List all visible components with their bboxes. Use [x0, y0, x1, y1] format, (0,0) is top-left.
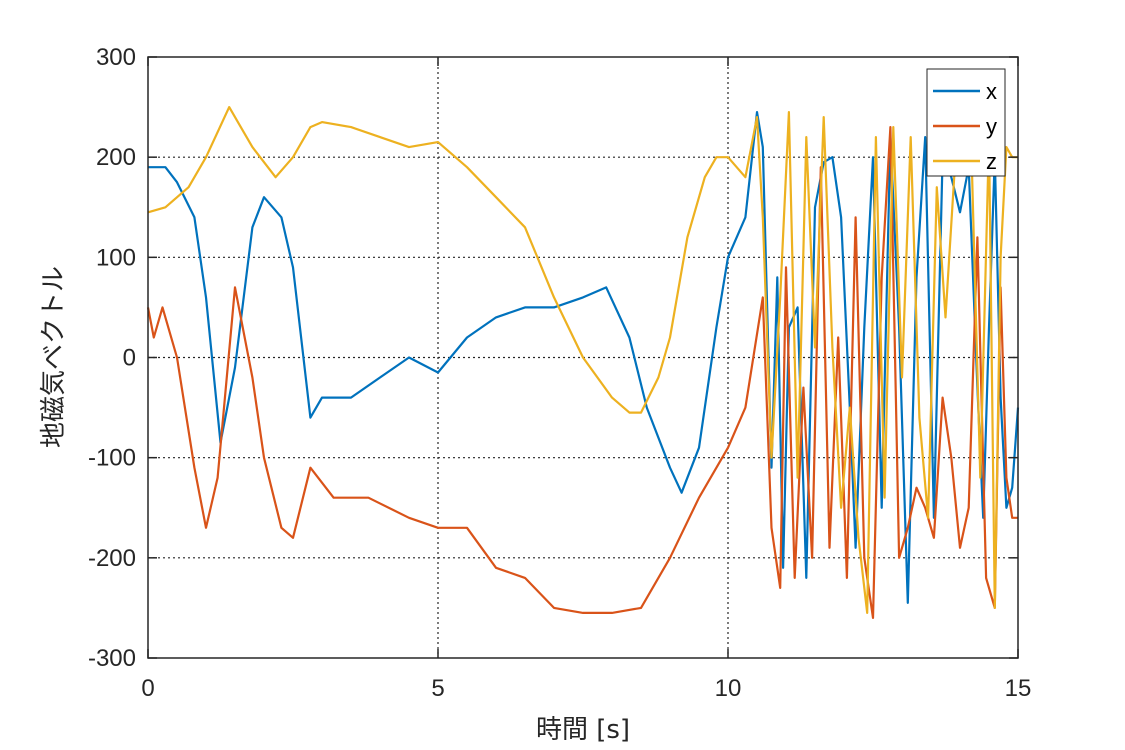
- x-tick-labels: 0 5 10 15: [141, 675, 1031, 702]
- series-line-y: [146, 126, 1018, 619]
- axis-ticks: [147, 56, 1019, 659]
- legend-label-z: z: [986, 149, 997, 174]
- x-tick-label: 15: [1005, 675, 1032, 702]
- y-tick-label: -300: [88, 645, 136, 672]
- y-axis-label: 地磁気ベクトル: [39, 266, 69, 448]
- y-tick-labels: -300 -200 -100 0 100 200 300: [88, 44, 136, 672]
- legend: xyz: [926, 68, 1006, 177]
- y-tick-label: -100: [88, 445, 136, 472]
- x-axis-label: 時間 [s]: [536, 715, 630, 745]
- x-tick-label: 5: [431, 675, 444, 702]
- x-tick-label: 0: [141, 675, 154, 702]
- y-tick-label: 200: [96, 144, 136, 171]
- legend-box: [926, 68, 1006, 177]
- x-tick-label: 10: [715, 675, 742, 702]
- legend-label-x: x: [986, 79, 997, 104]
- y-tick-label: -200: [88, 545, 136, 572]
- y-tick-label: 300: [96, 44, 136, 71]
- y-tick-label: 100: [96, 244, 136, 271]
- legend-label-y: y: [986, 114, 997, 139]
- series-line-z: [147, 106, 1018, 614]
- y-tick-label: 0: [123, 345, 136, 372]
